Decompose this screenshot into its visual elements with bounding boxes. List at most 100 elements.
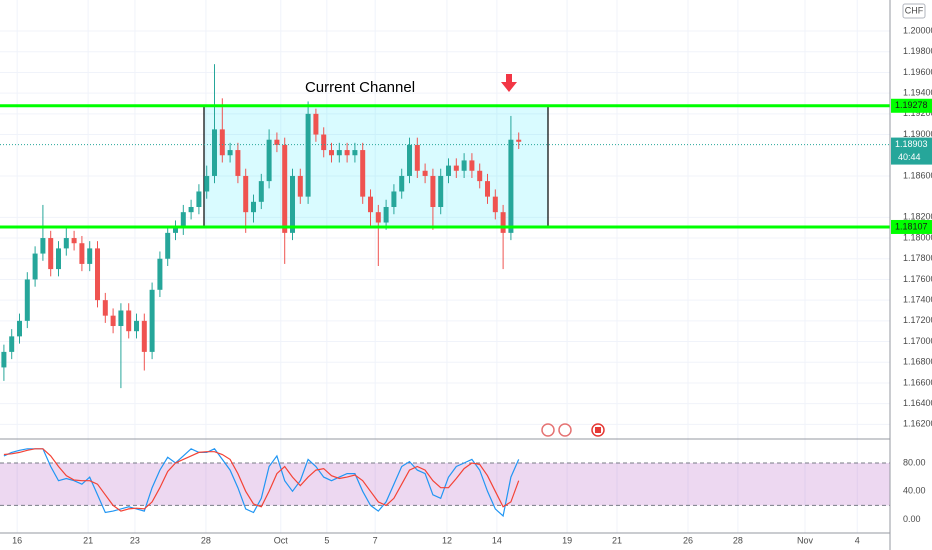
candle-body [352,150,358,156]
x-tick-label: Nov [797,535,814,545]
candle-body [274,139,280,145]
last-price-box [891,137,932,165]
candle-body [95,248,101,301]
y-tick-label: 1.18600 [903,170,932,180]
candle-body [32,253,38,280]
y-tick-label: 1.18000 [903,232,932,242]
candle-body [180,212,186,228]
candle-body [87,248,93,264]
stoch-tick-label: 40.00 [903,486,926,496]
candle-body [9,336,15,352]
y-tick-label: 1.20000 [903,25,932,35]
x-tick-label: 26 [683,535,693,545]
candle-body [258,181,264,202]
candle-body [219,129,225,156]
candle-body [407,144,413,176]
candle-body [422,170,428,176]
candle-body [40,238,46,254]
candle-body [227,150,233,156]
candle-body [469,160,475,171]
y-tick-label: 1.16800 [903,357,932,367]
y-tick-label: 1.17600 [903,274,932,284]
currency-label: CHF [905,5,924,15]
candle-body [251,201,257,213]
candle-body [477,170,483,182]
candle-body [118,310,124,327]
axes: 1.16200 1.16400 1.16600 1.16800 1.17000 1.172… [12,25,932,545]
x-tick-label: 23 [130,535,140,545]
candle-body [126,310,132,332]
event-icon[interactable] [541,423,555,437]
grid [0,0,890,533]
countdown-label: 40:44 [898,152,921,162]
y-tick-label: 1.17400 [903,295,932,305]
candle-body [56,248,62,270]
candle-body [17,320,23,337]
candle-body [336,150,342,156]
y-tick-label: 1.19600 [903,67,932,77]
y-tick-label: 1.17000 [903,336,932,346]
event-icons [541,423,605,437]
currency-box[interactable] [902,3,926,19]
band-fill [0,462,890,506]
candle-body [204,175,210,192]
candle-body [173,227,179,233]
candle-body [360,150,366,197]
candle-body [48,238,54,270]
candle-body [212,129,218,176]
candle-body [63,238,69,249]
down-arrow [501,74,517,92]
candle-body [321,134,327,151]
candle-body [71,238,77,244]
level-label: 1.19278 [895,100,928,110]
candle-body [102,300,108,316]
candle-body [461,160,467,171]
y-tick-label: 1.16200 [903,419,932,429]
candle-body [399,175,405,192]
candle-body [134,320,140,332]
y-tick-label: 1.16600 [903,377,932,387]
candle-body [243,175,249,213]
x-tick-label: 5 [324,535,329,545]
candle-body [149,289,155,352]
candle-body [500,212,506,233]
event-icon[interactable] [558,423,572,437]
candle-body [375,212,381,223]
y-tick-label: 1.18200 [903,212,932,222]
x-tick-label: 7 [373,535,378,545]
candle-body [188,206,194,213]
stoch-tick-label: 0.00 [903,514,921,524]
level-label-box [891,219,932,234]
candle-body [24,279,30,321]
candle-body [344,150,350,156]
candle-body [297,175,303,197]
candle-body [329,150,335,156]
y-tick-label: 1.16400 [903,398,932,408]
candle-body [290,175,296,233]
candle-body [266,139,272,182]
price-pane [0,64,890,389]
candle-body [438,175,444,207]
level-label: 1.18107 [895,221,928,231]
candle-body [414,144,420,171]
candle-body [110,315,116,327]
candle-body [1,351,7,368]
y-tick-label: 1.17200 [903,315,932,325]
x-tick-label: 28 [733,535,743,545]
x-tick-label: 28 [201,535,211,545]
stoch-line [3,448,520,518]
candle-body [391,191,397,207]
x-tick-label: 14 [492,535,502,545]
y-tick-label: 1.19200 [903,108,932,118]
stoch-tick-label: 80.00 [903,457,926,467]
level-label-box [891,98,932,113]
stochastic-pane [0,448,890,518]
candle-body [383,206,389,223]
candle-body [196,191,202,207]
candle-body [165,232,171,259]
candle-body [282,144,288,233]
x-tick-label: Oct [274,535,289,545]
candle-body [446,165,452,176]
